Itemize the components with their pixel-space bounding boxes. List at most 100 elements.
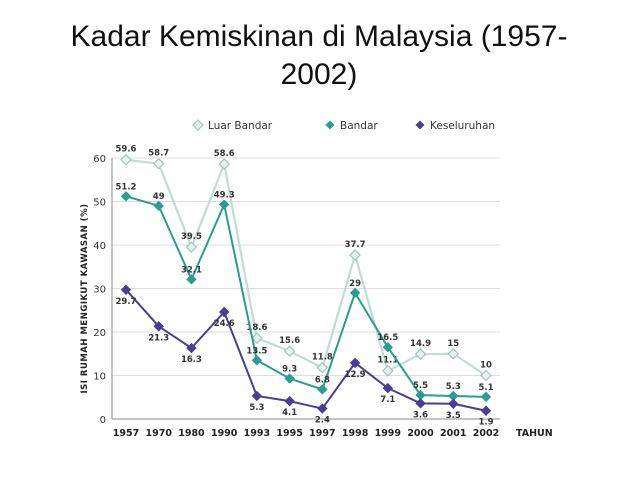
data-label: 24.6 xyxy=(214,319,235,329)
x-tick-label: 1995 xyxy=(276,428,302,439)
x-tick-label: 2002 xyxy=(473,428,499,439)
slide-title-line1: Kadar Kemiskinan di Malaysia (1957- xyxy=(70,20,568,53)
data-label: 12.9 xyxy=(345,370,366,380)
data-point xyxy=(251,355,263,366)
data-point xyxy=(186,342,197,354)
data-label: 3.5 xyxy=(446,411,461,421)
data-point xyxy=(316,361,329,374)
slide-title-line2: 2002) xyxy=(280,58,358,91)
series-line-bandar xyxy=(125,195,487,398)
x-tick-label: 1999 xyxy=(375,428,401,439)
data-point xyxy=(120,153,132,166)
data-label: 5.1 xyxy=(478,383,493,393)
legend-label: Bandar xyxy=(340,120,378,132)
x-tick-label: 2000 xyxy=(407,428,434,439)
legend-marker xyxy=(415,120,425,130)
data-point xyxy=(186,274,197,285)
x-tick-label: 1997 xyxy=(309,428,335,439)
data-label: 11.1 xyxy=(377,356,398,366)
series-line-keseluruhan xyxy=(125,289,487,412)
data-point xyxy=(284,373,295,384)
data-label: 1.9 xyxy=(478,418,493,428)
data-label: 29.7 xyxy=(116,297,137,307)
y-tick-label: 50 xyxy=(93,198,106,209)
x-tick-label: 1957 xyxy=(113,428,139,439)
data-point xyxy=(349,287,361,299)
data-label: 9.3 xyxy=(282,365,297,375)
data-point xyxy=(218,158,231,170)
data-label: 49 xyxy=(153,192,165,202)
legend-label: Keseluruhan xyxy=(430,120,495,132)
data-point xyxy=(153,200,164,212)
data-label: 4.1 xyxy=(282,408,297,418)
data-label: 18.6 xyxy=(246,323,267,333)
data-label: 21.3 xyxy=(148,333,169,343)
data-label: 58.7 xyxy=(148,149,169,159)
data-point xyxy=(480,369,492,382)
data-label: 49.3 xyxy=(214,191,235,201)
data-point xyxy=(414,348,427,361)
data-point xyxy=(153,321,164,332)
legend-marker xyxy=(192,119,204,131)
x-tick-label: 2001 xyxy=(440,428,466,439)
data-label: 15.6 xyxy=(279,336,300,346)
data-point xyxy=(317,403,328,414)
data-label: 51.2 xyxy=(116,182,137,192)
y-tick-label: 0 xyxy=(100,415,106,426)
data-point xyxy=(349,357,361,369)
data-label: 59.6 xyxy=(116,145,137,155)
slide-title: Kadar Kemiskinan di Malaysia (1957- 2002… xyxy=(0,18,638,94)
y-tick-label: 60 xyxy=(93,154,106,165)
legend-marker xyxy=(325,120,335,130)
data-point xyxy=(382,382,394,394)
data-label: 13.5 xyxy=(246,346,267,356)
data-label: 16.3 xyxy=(181,355,202,365)
data-point xyxy=(480,391,492,403)
y-tick-label: 30 xyxy=(93,285,106,296)
data-label: 10 xyxy=(480,361,492,371)
data-label: 7.1 xyxy=(380,395,395,405)
x-tick-label: 1980 xyxy=(178,428,205,439)
data-label: 6.8 xyxy=(315,375,330,385)
data-point xyxy=(381,364,394,377)
data-point xyxy=(251,332,263,344)
data-point xyxy=(218,199,230,210)
data-label: 32.1 xyxy=(181,265,202,275)
data-label: 58.6 xyxy=(214,149,235,159)
data-label: 11.8 xyxy=(312,353,333,363)
data-point xyxy=(480,405,492,416)
data-label: 39.5 xyxy=(181,232,202,242)
x-tick-label: 1990 xyxy=(211,428,238,439)
data-point xyxy=(185,241,198,254)
data-label: 5.5 xyxy=(413,381,428,391)
data-label: 29 xyxy=(349,279,361,289)
x-tick-label: 1998 xyxy=(342,428,369,439)
data-label: 3.6 xyxy=(413,410,428,420)
data-point xyxy=(447,347,460,360)
data-label: 5.3 xyxy=(249,403,264,413)
data-point xyxy=(251,390,263,402)
data-point xyxy=(283,345,296,357)
data-point xyxy=(120,284,132,296)
data-point xyxy=(284,395,295,407)
data-label: 15 xyxy=(447,339,459,349)
data-point xyxy=(382,342,394,353)
data-point xyxy=(317,384,328,395)
x-axis-label: TAHUN xyxy=(516,428,553,439)
legend-label: Luar Bandar xyxy=(208,120,273,132)
data-label: 16.5 xyxy=(377,333,398,343)
data-label: 14.9 xyxy=(410,339,431,349)
data-point xyxy=(349,249,361,261)
y-axis-label: ISI RUMAH MENGIKUT KAWASAN (%) xyxy=(80,204,90,394)
y-tick-label: 10 xyxy=(93,372,106,383)
data-point xyxy=(218,306,230,318)
data-point xyxy=(120,191,132,202)
y-tick-label: 20 xyxy=(93,328,106,339)
data-point xyxy=(415,398,426,409)
x-tick-label: 1993 xyxy=(244,428,270,439)
data-point xyxy=(448,398,459,409)
data-label: 37.7 xyxy=(345,240,366,250)
x-tick-label: 1970 xyxy=(146,428,173,439)
data-label: 2.4 xyxy=(315,416,330,426)
